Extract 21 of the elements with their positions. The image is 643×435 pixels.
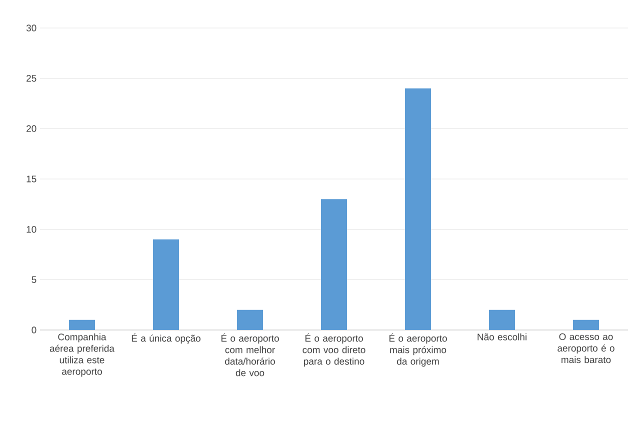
y-tick-label: 30 [26, 24, 36, 32]
bar [69, 320, 95, 330]
y-tick-label: 15 [26, 176, 36, 182]
x-tick-label: É o aeroporto mais próximo da origem [389, 333, 447, 367]
x-tick-label: Não escolhi [478, 333, 526, 340]
x-tick-label: É o aeroporto com melhor data/horário de voo [221, 333, 279, 376]
bar [405, 88, 431, 330]
y-tick-label: 5 [32, 276, 36, 283]
y-tick-label: 20 [26, 125, 36, 132]
x-tick-label: É a única opção [132, 333, 200, 344]
bar [321, 199, 347, 330]
y-tick-label: 25 [26, 74, 36, 82]
y-tick-label: 10 [26, 226, 36, 233]
bar [153, 239, 179, 330]
x-tick-label: Companhia aérea preferida utiliza este aeroporto [50, 333, 114, 377]
x-tick-label: É o aeroporto com voo direto para o destino [302, 333, 366, 367]
bar [489, 310, 515, 330]
x-tick-label: O acesso ao aeroporto é o mais barato [558, 333, 614, 364]
bar [237, 310, 263, 330]
bar [573, 320, 599, 330]
y-tick-label: 0 [32, 326, 36, 334]
